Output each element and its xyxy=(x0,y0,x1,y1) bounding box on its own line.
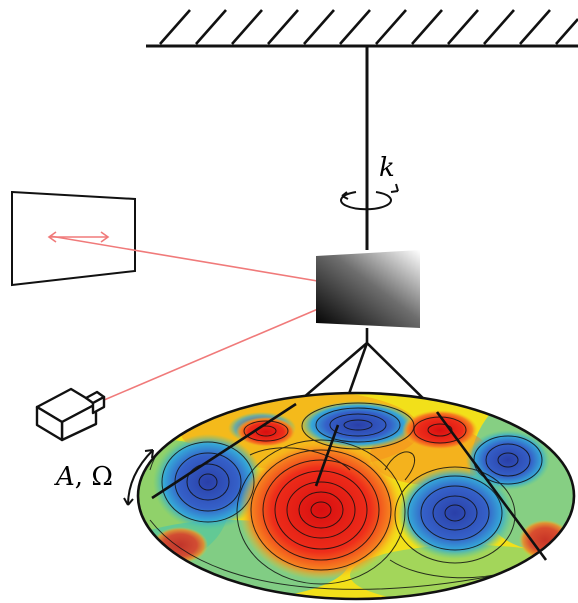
mirror-icon xyxy=(316,250,420,328)
suspension-strings-front xyxy=(151,402,548,561)
forcing-label: A, Ω xyxy=(54,462,113,492)
rotation-arrow-icon xyxy=(340,183,399,211)
curved-double-arrow-icon xyxy=(123,449,154,506)
vortex-flow-disk-icon xyxy=(136,391,576,601)
projection-screen-icon xyxy=(11,190,136,287)
forcing-frequency-label: Ω xyxy=(91,462,113,492)
hatched-ceiling-icon xyxy=(146,9,578,48)
stiffness-label: k xyxy=(379,153,395,183)
forcing-amplitude-label: A xyxy=(54,462,75,492)
camera-icon xyxy=(35,387,106,442)
forcing-separator: , xyxy=(75,462,92,492)
